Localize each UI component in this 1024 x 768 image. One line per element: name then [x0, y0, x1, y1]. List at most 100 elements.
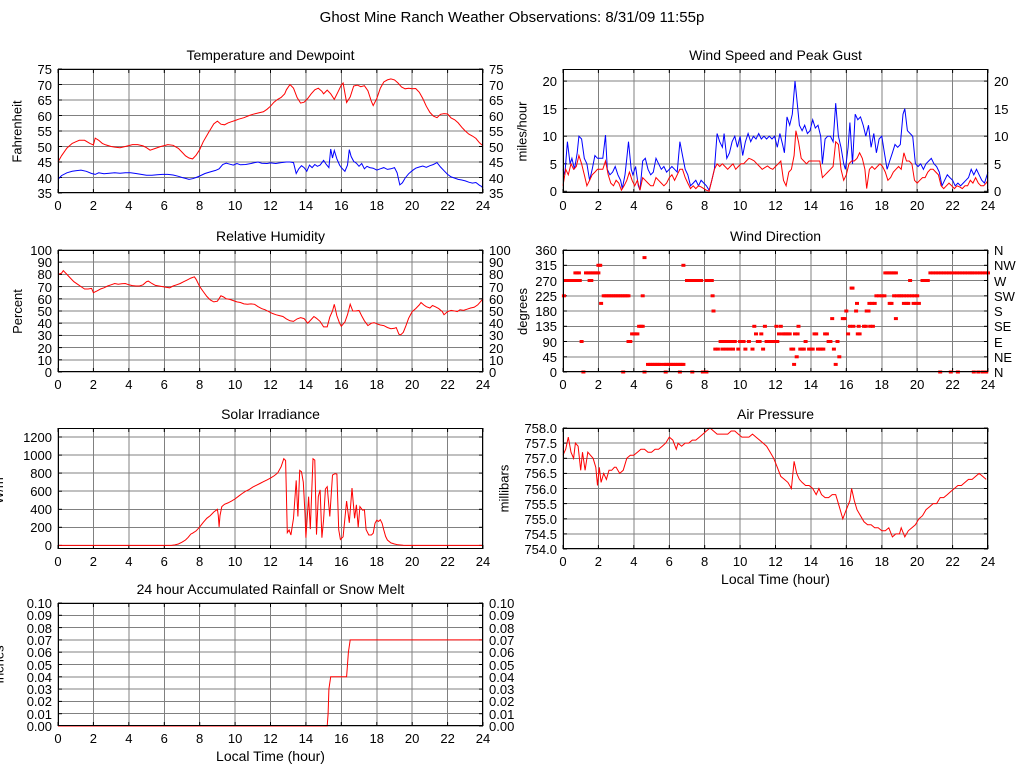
x-tick-label: 18: [874, 198, 889, 213]
x-tick-label: 4: [630, 377, 638, 392]
x-tick-label: 0: [54, 377, 62, 392]
y-tick-label: 0.06: [26, 645, 52, 661]
y-tick-label: 70: [37, 279, 52, 295]
x-tick-label: 12: [768, 198, 783, 213]
y-tick-label: 0.10: [26, 596, 52, 611]
y-tick-label: 1000: [23, 448, 52, 464]
x-tick-label: 20: [404, 731, 420, 746]
y-tick-label: 35: [37, 186, 52, 201]
x-tick-label: 0: [54, 554, 62, 569]
x-tick-label: 20: [909, 198, 925, 213]
x-tick-label: 4: [630, 198, 638, 213]
chart-title: Solar Irradiance: [221, 406, 320, 422]
compass-label: SW: [994, 288, 1015, 304]
y-tick-label: 1200: [23, 430, 52, 446]
x-tick-label: 20: [404, 198, 420, 213]
x-tick-label: 12: [263, 198, 278, 213]
y-tick-label: 0.01: [26, 706, 52, 722]
x-tick-label: 22: [945, 554, 960, 569]
x-tick-label: 2: [594, 198, 603, 213]
x-tick-label: 0: [559, 377, 567, 392]
y-tick-label: 60: [37, 108, 52, 124]
y-tick-label-right: 60: [489, 291, 504, 307]
x-tick-label: 10: [227, 198, 243, 213]
x-tick-label: 14: [298, 554, 314, 569]
y-tick-label-right: 0.01: [489, 706, 515, 722]
chart-title: Wind Direction: [729, 228, 822, 244]
y-tick-label: 315: [535, 258, 557, 274]
y-tick-label: 225: [535, 288, 557, 304]
temperature-plot: [57, 68, 484, 194]
y-tick-label-right: 20: [489, 340, 504, 356]
x-tick-label: 12: [768, 554, 783, 569]
x-tick-label: 0: [54, 198, 62, 213]
y-tick-label: 0.03: [26, 682, 52, 698]
compass-label: E: [994, 334, 1003, 350]
x-tick-label: 10: [732, 554, 748, 569]
y-tick-label-right: 0: [489, 365, 497, 380]
x-tick-label: 14: [803, 198, 819, 213]
x-tick-label: 8: [196, 731, 204, 746]
humidity-plot: [57, 249, 484, 373]
x-tick-label: 22: [945, 198, 960, 213]
y-tick-label: 15: [542, 101, 557, 117]
y-tick-label: 756.5: [524, 466, 557, 482]
x-tick-label: 24: [475, 198, 491, 213]
y-tick-label-right: 40: [489, 316, 504, 332]
y-tick-label: 758.0: [524, 421, 557, 436]
x-tick-label: 8: [701, 377, 709, 392]
x-tick-label: 22: [945, 377, 960, 392]
y-tick-label: 10: [37, 352, 52, 368]
chart-title: Wind Speed and Peak Gust: [689, 47, 862, 63]
y-tick-label: 135: [535, 319, 557, 335]
x-tick-label: 14: [298, 731, 314, 746]
compass-label: NW: [994, 258, 1016, 274]
x-tick-label: 18: [369, 731, 384, 746]
x-tick-label: 24: [980, 198, 996, 213]
y-tick-label-right: 5: [994, 156, 1002, 172]
x-tick-label: 4: [125, 554, 133, 569]
x-tick-label: 4: [630, 554, 638, 569]
x-tick-label: 16: [334, 731, 349, 746]
x-tick-label: 2: [594, 377, 603, 392]
x-tick-label: 16: [334, 554, 349, 569]
y-tick-label: 30: [37, 328, 52, 344]
x-tick-label: 22: [440, 198, 455, 213]
x-tick-label: 22: [440, 731, 455, 746]
x-tick-label: 4: [125, 198, 133, 213]
x-tick-label: 2: [89, 377, 98, 392]
y-tick-label-right: 100: [489, 243, 511, 258]
y-tick-label-right: 0.06: [489, 645, 515, 661]
y-tick-label: 65: [37, 93, 52, 108]
x-tick-label: 2: [89, 198, 98, 213]
x-tick-label: 14: [298, 198, 314, 213]
y-tick-label: 0.09: [26, 608, 52, 624]
y-tick-label: 90: [37, 255, 52, 271]
y-tick-label: 0: [44, 538, 52, 554]
x-tick-label: 22: [440, 377, 455, 392]
y-tick-label-right: 0.04: [489, 669, 515, 685]
x-tick-label: 18: [874, 554, 889, 569]
x-tick-label: 12: [263, 554, 278, 569]
x-tick-label: 16: [839, 198, 854, 213]
y-tick-label-right: 0: [994, 184, 1002, 200]
x-tick-label: 18: [874, 377, 889, 392]
y-tick-label-right: 0.05: [489, 657, 515, 673]
chart-relative-humidity: Relative Humidity Percent 0 2 4 6 8 10 12 14 16 1…: [10, 228, 511, 392]
x-tick-label: 24: [980, 377, 996, 392]
y-tick-label: 756.0: [524, 481, 557, 497]
chart-air-pressure: Air Pressure millibars Local Time (hour)…: [497, 406, 996, 587]
y-tick-label-right: 70: [489, 279, 504, 295]
y-tick-label-right: 75: [489, 62, 504, 77]
y-tick-label-right: 60: [489, 108, 504, 124]
y-tick-label-right: 20: [994, 74, 1009, 90]
compass-label: NE: [994, 349, 1013, 365]
y-tick-label-right: 80: [489, 267, 504, 283]
y-tick-label-right: 45: [489, 155, 504, 170]
y-tick-label: 0.07: [26, 632, 52, 648]
y-tick-label: 755.0: [524, 511, 557, 527]
x-tick-label: 10: [227, 731, 243, 746]
y-tick-label-right: 50: [489, 139, 504, 155]
x-tick-label: 10: [732, 198, 748, 213]
